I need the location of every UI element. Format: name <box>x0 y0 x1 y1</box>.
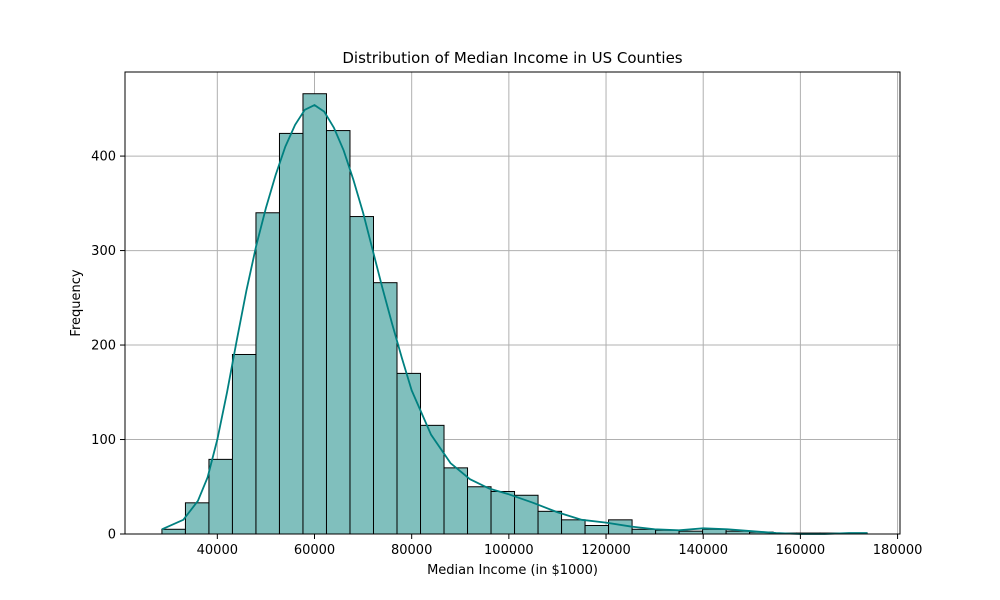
x-tick-label: 140000 <box>678 543 728 558</box>
x-tick-label: 180000 <box>873 543 923 558</box>
histogram-bar <box>231 353 257 535</box>
x-tick-label: 100000 <box>484 543 534 558</box>
histogram-bar <box>396 372 422 535</box>
histogram-bar <box>325 130 351 535</box>
y-tick-label: 400 <box>91 150 116 165</box>
x-tick-label: 160000 <box>776 543 826 558</box>
histogram-bar <box>631 528 657 535</box>
bars-layer <box>161 93 868 535</box>
y-tick-label: 100 <box>91 433 116 448</box>
histogram-bar <box>467 486 492 535</box>
x-axis-label: Median Income (in $1000) <box>427 563 598 578</box>
histogram-bar <box>490 490 516 535</box>
histogram-bar <box>420 424 445 535</box>
x-tick-label: 80000 <box>391 543 432 558</box>
y-axis-label: Frequency <box>69 269 84 336</box>
y-tick-label: 300 <box>91 244 116 259</box>
histogram-bar <box>349 216 374 535</box>
chart-title: Distribution of Median Income in US Coun… <box>342 49 682 67</box>
kde-line <box>161 104 868 535</box>
histogram-bar <box>255 212 280 535</box>
ticks-layer: 40000 60000 80000 100000 120000 140000 160000 1… <box>91 150 922 558</box>
histogram-bar <box>443 467 469 535</box>
x-tick-label: 60000 <box>294 543 335 558</box>
histogram-bar <box>161 528 186 535</box>
x-tick-label: 120000 <box>581 543 631 558</box>
histogram-bar <box>278 132 304 535</box>
histogram-bar <box>537 510 563 535</box>
x-tick-label: 40000 <box>197 543 238 558</box>
histogram-bar <box>372 282 398 535</box>
histogram-bar <box>184 502 210 535</box>
histogram-bar <box>302 93 327 535</box>
histogram-bar <box>584 524 610 535</box>
y-tick-label: 0 <box>108 528 116 543</box>
plot-frame <box>124 71 901 535</box>
histogram-bar <box>561 519 586 535</box>
y-tick-label: 200 <box>91 339 116 354</box>
histogram-bar <box>208 458 233 535</box>
